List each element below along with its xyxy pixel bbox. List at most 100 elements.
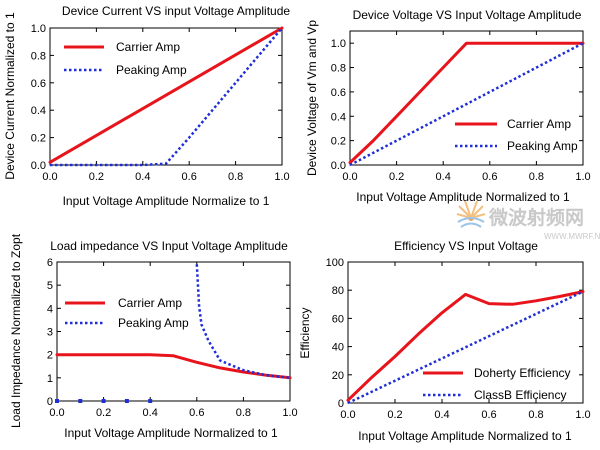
series-classb-efficiency — [347, 290, 584, 405]
chart-title: Device Current VS input Voltage Amplitud… — [62, 4, 290, 18]
legend-label: ClassB Efficiency — [474, 388, 566, 402]
x-tick-label: 0.8 — [228, 171, 243, 183]
plot-frame — [347, 261, 584, 404]
x-tick-label: 0.4 — [434, 409, 449, 421]
x-tick-label: 0.6 — [481, 409, 496, 421]
y-axis-label: Efficiency — [298, 307, 312, 358]
data-point — [78, 399, 83, 403]
x-tick-label: 0.2 — [387, 409, 402, 421]
x-tick-label: 0.0 — [49, 407, 64, 419]
x-tick-label: 0.2 — [96, 407, 111, 419]
y-tick-label: 6 — [47, 257, 53, 269]
chart-title: Load impedance VS Input Voltage Amplitud… — [50, 239, 288, 253]
watermark-title: 微波射频网 — [488, 206, 584, 229]
x-tick-label: 0.6 — [482, 171, 497, 183]
y-tick-label: 0.0 — [331, 160, 346, 172]
y-tick-label: 100 — [326, 257, 344, 269]
x-tick-label: 0.2 — [89, 171, 104, 183]
y-axis-label: Load Impedance Normalized to Zopt — [9, 233, 23, 428]
chart-2: Device Voltage VS Input Voltage Amplitud… — [305, 8, 591, 204]
legend: Carrier Amp Peaking Amp — [455, 117, 578, 153]
x-tick-label: 0.8 — [236, 407, 251, 419]
watermark-logo-icon — [456, 200, 486, 228]
x-tick-label: 0.6 — [189, 407, 204, 419]
y-tick-label: 0.6 — [31, 78, 46, 90]
series-carrier-amp — [348, 41, 585, 165]
chart-title: Efficiency VS Input Voltage — [394, 239, 538, 253]
x-tick-label: 0.8 — [528, 409, 543, 421]
x-axis-label: Input Voltage Amplitude Normalized to 1 — [64, 426, 278, 440]
chart-title: Device Voltage VS Input Voltage Amplitud… — [353, 8, 582, 22]
x-tick-label: 0.6 — [182, 171, 197, 183]
x-tick-label: 0.4 — [135, 171, 150, 183]
y-tick-label: 1.0 — [331, 38, 346, 50]
y-tick-label: 1 — [47, 373, 53, 385]
y-tick-label: 2 — [47, 350, 53, 362]
y-tick-label: 60 — [332, 313, 344, 325]
x-axis-label: Input Voltage Amplitude Normalize to 1 — [63, 194, 270, 208]
legend-label: Carrier Amp — [118, 296, 182, 310]
y-tick-label: 0.4 — [331, 111, 346, 123]
x-tick-label: 1.0 — [575, 171, 590, 183]
legend-label: Peaking Amp — [118, 316, 189, 330]
data-point — [148, 399, 153, 403]
series-doherty-efficiency — [346, 290, 585, 402]
y-tick-label: 20 — [332, 370, 344, 382]
x-tick-label: 0.0 — [42, 171, 57, 183]
y-tick-label: 3 — [47, 327, 53, 339]
y-tick-label: 80 — [332, 285, 344, 297]
legend: Doherty Efficiency ClassB Efficiency — [423, 366, 571, 402]
data-point — [55, 399, 59, 403]
chart-1: Device Current VS input Voltage Amplitud… — [3, 4, 290, 208]
series-peaking-amp-off — [55, 399, 153, 403]
plot-frame — [349, 30, 584, 166]
legend: Carrier Amp Peaking Amp — [65, 296, 189, 330]
series-carrier-amp — [48, 26, 284, 164]
x-tick-label: 0.2 — [389, 171, 404, 183]
watermark: 微波射频网 WWW.MWRF.NET — [456, 200, 600, 241]
x-tick-label: 0.0 — [342, 171, 357, 183]
legend-label: Peaking Amp — [116, 63, 187, 77]
y-tick-label: 0.2 — [31, 133, 46, 145]
y-tick-label: 0.0 — [31, 160, 46, 172]
y-tick-label: 0.2 — [331, 136, 346, 148]
y-tick-label: 0.8 — [31, 50, 46, 62]
legend: Carrier Amp Peaking Amp — [64, 40, 187, 77]
series-peaking-amp — [349, 42, 584, 167]
watermark-url: WWW.MWRF.NET — [544, 232, 600, 241]
x-tick-label: 0.4 — [436, 171, 451, 183]
legend-label: Carrier Amp — [116, 40, 180, 54]
y-tick-label: 1.0 — [31, 23, 46, 35]
chart-3: Load impedance VS Input Voltage Amplitud… — [9, 233, 298, 440]
x-tick-label: 1.0 — [282, 407, 297, 419]
x-tick-label: 1.0 — [274, 171, 289, 183]
y-tick-label: 0 — [338, 398, 344, 410]
y-axis-label: Device Current Normalized to 1 — [3, 12, 17, 180]
x-tick-label: 0.4 — [143, 407, 158, 419]
y-tick-label: 0 — [47, 396, 53, 408]
legend-label: Doherty Efficiency — [474, 366, 571, 380]
y-tick-label: 4 — [47, 303, 53, 315]
x-tick-label: 1.0 — [575, 409, 590, 421]
plot-frame — [49, 27, 283, 166]
x-axis-label: Input Voltage Amplitude Normalized to 1 — [356, 190, 570, 204]
y-tick-label: 40 — [332, 342, 344, 354]
data-point — [101, 399, 106, 403]
chart-4: Efficiency VS Input Voltage Input Voltage… — [298, 239, 591, 443]
legend-label: Carrier Amp — [507, 117, 571, 131]
series-peaking-amp — [50, 27, 283, 167]
y-tick-label: 0.4 — [31, 105, 46, 117]
series-carrier-amp — [55, 353, 292, 380]
y-tick-label: 5 — [47, 280, 53, 292]
legend-label: Peaking Amp — [507, 139, 578, 153]
y-tick-label: 0.6 — [331, 87, 346, 99]
y-tick-label: 0.8 — [331, 63, 346, 75]
data-point — [124, 399, 129, 403]
x-axis-label: Input Voltage Amplitude Normalized to 1 — [358, 429, 572, 443]
series-peaking-amp — [195, 264, 291, 380]
x-tick-label: 0.0 — [340, 409, 355, 421]
plot-frame — [56, 261, 291, 402]
y-axis-label: Device Voltage of Vm and Vp — [305, 20, 319, 176]
x-tick-label: 0.8 — [529, 171, 544, 183]
